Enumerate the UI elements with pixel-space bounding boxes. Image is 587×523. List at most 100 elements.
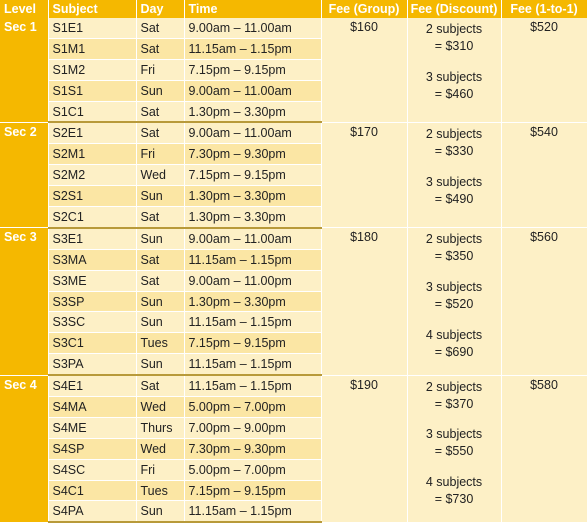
discount-item: 4 subjects = $730 xyxy=(408,474,501,508)
subject-cell: S1M2 xyxy=(48,59,137,81)
time-cell: 7.15pm – 9.15pm xyxy=(184,164,322,187)
day-cell: Sat xyxy=(136,249,185,271)
subject-cell: S3E1 xyxy=(48,227,137,250)
discount-price: = $520 xyxy=(434,297,474,312)
day-cell: Wed xyxy=(136,396,185,418)
subject-cell: S3SP xyxy=(48,291,137,313)
discount-item: 2 subjects = $370 xyxy=(408,379,501,413)
time-cell: 9.00am – 11.00am xyxy=(184,227,322,250)
discount-item: 3 subjects = $550 xyxy=(408,426,501,460)
fee-discount-cell: 2 subjects = $350 3 subjects = $520 4 subjec… xyxy=(407,227,502,376)
time-cell: 1.30pm – 3.30pm xyxy=(184,185,322,208)
header-level: Level xyxy=(0,0,49,18)
day-cell: Sat xyxy=(136,38,185,60)
day-cell: Sun xyxy=(136,500,185,523)
level-cell: Sec 4 xyxy=(0,375,49,523)
discount-price: = $460 xyxy=(434,86,474,101)
subject-cell: S1S1 xyxy=(48,80,137,102)
subject-cell: S4ME xyxy=(48,417,137,439)
day-cell: Fri xyxy=(136,59,185,81)
time-cell: 1.30pm – 3.30pm xyxy=(184,206,322,229)
subject-cell: S1E1 xyxy=(48,18,137,39)
fee-discount-cell: 2 subjects = $370 3 subjects = $550 4 subjec… xyxy=(407,375,502,523)
table-row: Sec 1 S1E1 Sat 9.00am – 11.00am $160 2 subjec… xyxy=(0,18,587,123)
subject-cell: S3PA xyxy=(48,353,137,377)
table-row: S2S1 Sun 1.30pm – 3.30pm xyxy=(0,185,587,208)
fee-discount-cell: 2 subjects = $310 3 subjects = $460 xyxy=(407,18,502,123)
table-row: Sec 3 S3E1 Sun 9.00am – 11.00am $180 2 subjec… xyxy=(0,227,587,376)
subject-cell: S2M1 xyxy=(48,143,137,166)
subject-cell: S2C1 xyxy=(48,206,137,229)
time-cell: 7.30pm – 9.30pm xyxy=(184,143,322,166)
subject-cell: S3MA xyxy=(48,249,137,271)
time-cell: 9.00am – 11.00pm xyxy=(184,270,322,292)
header-time: Time xyxy=(184,0,322,18)
table-row: S3ME Sat 9.00am – 11.00pm xyxy=(0,270,587,292)
fee-one-to-one-cell: $540 xyxy=(501,122,587,229)
day-cell: Sun xyxy=(136,80,185,102)
time-cell: 9.00am – 11.00am xyxy=(184,80,322,102)
fee-one-to-one-cell: $580 xyxy=(501,375,587,523)
discount-item: 2 subjects = $350 xyxy=(408,231,501,265)
subject-cell: S2M2 xyxy=(48,164,137,187)
header-subject: Subject xyxy=(48,0,137,18)
table-row: S4ME Thurs 7.00pm – 9.00pm xyxy=(0,417,587,439)
discount-price: = $370 xyxy=(434,396,474,411)
discount-subjects: 4 subjects xyxy=(425,475,483,490)
time-cell: 5.00pm – 7.00pm xyxy=(184,459,322,481)
day-cell: Sun xyxy=(136,353,185,377)
fee-one-to-one-cell: $560 xyxy=(501,227,587,376)
fee-group-cell: $190 xyxy=(321,375,408,523)
day-cell: Sun xyxy=(136,291,185,313)
day-cell: Thurs xyxy=(136,417,185,439)
table-row: S1C1 Sat 1.30pm – 3.30pm xyxy=(0,101,587,124)
fee-one-to-one-cell: $520 xyxy=(501,18,587,123)
discount-price: = $310 xyxy=(434,38,474,53)
discount-price: = $330 xyxy=(434,143,474,158)
discount-item: 2 subjects = $330 xyxy=(408,126,501,160)
subject-cell: S1M1 xyxy=(48,38,137,60)
subject-cell: S4E1 xyxy=(48,375,137,398)
subject-cell: S3SC xyxy=(48,311,137,334)
table-row: S1M2 Fri 7.15pm – 9.15pm xyxy=(0,59,587,81)
table-row: Sec 4 S4E1 Sat 11.15am – 1.15pm $190 2 subjec… xyxy=(0,375,587,523)
header-fee-group: Fee (Group) xyxy=(321,0,408,18)
level-cell: Sec 3 xyxy=(0,227,49,376)
day-cell: Sun xyxy=(136,227,185,250)
table-row: S3SP Sun 1.30pm – 3.30pm xyxy=(0,291,587,313)
subject-cell: S1C1 xyxy=(48,101,137,124)
subject-cell: S2E1 xyxy=(48,122,137,145)
discount-price: = $730 xyxy=(434,492,474,507)
discount-subjects: 2 subjects xyxy=(425,126,483,141)
day-cell: Sat xyxy=(136,101,185,124)
time-cell: 9.00am – 11.00am xyxy=(184,122,322,145)
discount-subjects: 3 subjects xyxy=(425,69,483,84)
discount-item: 4 subjects = $690 xyxy=(408,327,501,361)
discount-subjects: 3 subjects xyxy=(425,427,483,442)
day-cell: Sun xyxy=(136,311,185,334)
time-cell: 9.00am – 11.00am xyxy=(184,18,322,39)
subject-cell: S4SC xyxy=(48,459,137,481)
time-cell: 7.30pm – 9.30pm xyxy=(184,438,322,460)
day-cell: Sat xyxy=(136,375,185,398)
header-fee-one-to-one: Fee (1-to-1) xyxy=(501,0,587,18)
day-cell: Sat xyxy=(136,270,185,292)
time-cell: 11.15am – 1.15pm xyxy=(184,311,322,334)
time-cell: 1.30pm – 3.30pm xyxy=(184,291,322,313)
discount-subjects: 2 subjects xyxy=(425,22,483,36)
day-cell: Sat xyxy=(136,122,185,145)
day-cell: Sat xyxy=(136,206,185,229)
table-row: S2M1 Fri 7.30pm – 9.30pm xyxy=(0,143,587,166)
day-cell: Sat xyxy=(136,18,185,39)
discount-subjects: 4 subjects xyxy=(425,327,483,342)
time-cell: 5.00pm – 7.00pm xyxy=(184,396,322,418)
fee-discount-cell: 2 subjects = $330 3 subjects = $490 xyxy=(407,122,502,229)
table-row: S3C1 Tues 7.15pm – 9.15pm xyxy=(0,332,587,355)
time-cell: 7.15pm – 9.15pm xyxy=(184,59,322,81)
discount-item: 3 subjects = $520 xyxy=(408,279,501,313)
discount-price: = $490 xyxy=(434,191,474,206)
header-row: Level Subject Day Time Fee (Group) Fee (… xyxy=(0,0,587,18)
fee-group-cell: $180 xyxy=(321,227,408,376)
table-row: S1S1 Sun 9.00am – 11.00am xyxy=(0,80,587,102)
